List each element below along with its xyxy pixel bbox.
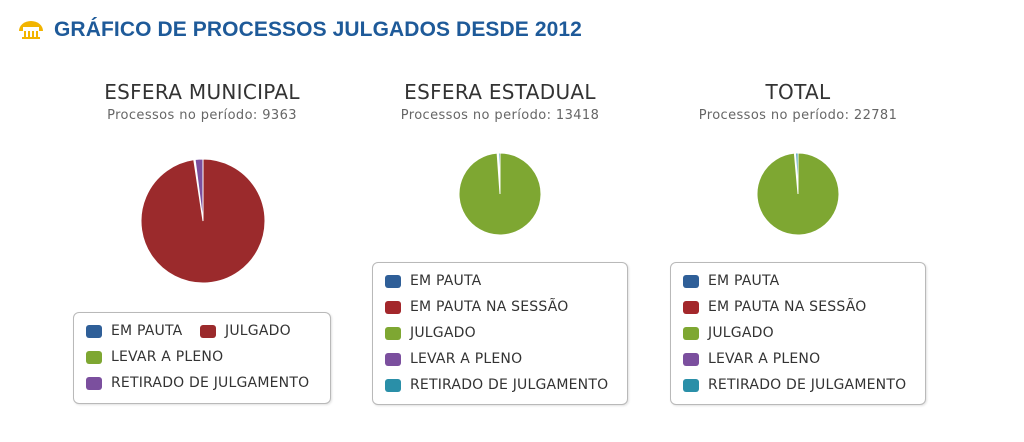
legend-swatch — [86, 324, 102, 338]
legend-item[interactable]: RETIRADO DE JULGAMENTO — [86, 374, 309, 392]
legend-item[interactable]: JULGADO — [200, 322, 291, 340]
legend-label: JULGADO — [410, 325, 476, 341]
legend-item[interactable]: EM PAUTA — [683, 272, 779, 290]
legend-swatch — [385, 326, 401, 340]
page-header: GRÁFICO DE PROCESSOS JULGADOS DESDE 2012 — [18, 12, 582, 48]
chart-title: ESFERA ESTADUAL — [404, 80, 596, 104]
chart-panel-total: TOTAL Processos no período: 22781 EM PAU… — [670, 80, 926, 410]
legend-swatch — [385, 352, 401, 366]
legend-swatch — [683, 352, 699, 366]
legend-label: LEVAR A PLENO — [410, 351, 523, 367]
chart-legend: EM PAUTA EM PAUTA NA SESSÃO JULGADO LEVA… — [670, 262, 926, 405]
pie-chart-estadual[interactable] — [458, 152, 542, 236]
legend-label: RETIRADO DE JULGAMENTO — [410, 377, 609, 393]
legend-swatch — [683, 300, 699, 314]
legend-swatch — [683, 378, 699, 392]
legend-swatch — [385, 274, 401, 288]
legend-label: JULGADO — [708, 325, 774, 341]
legend-item[interactable]: RETIRADO DE JULGAMENTO — [683, 376, 906, 394]
pie-slice-julgado[interactable] — [140, 158, 266, 284]
legend-item[interactable]: LEVAR A PLENO — [683, 350, 820, 368]
pie-slice-julgado[interactable] — [756, 152, 840, 236]
chart-title: TOTAL — [765, 80, 831, 104]
legend-item[interactable]: LEVAR A PLENO — [385, 350, 522, 368]
legend-label: EM PAUTA NA SESSÃO — [708, 299, 867, 315]
legend-swatch — [385, 378, 401, 392]
chart-panel-estadual: ESFERA ESTADUAL Processos no período: 13… — [372, 80, 628, 410]
pie-chart-municipal[interactable] — [140, 158, 266, 284]
chart-title: ESFERA MUNICIPAL — [104, 80, 300, 104]
legend-item[interactable]: EM PAUTA — [385, 272, 481, 290]
institution-logo-icon — [19, 21, 43, 41]
legend-item[interactable]: EM PAUTA NA SESSÃO — [683, 298, 866, 316]
legend-swatch — [200, 324, 216, 338]
legend-swatch — [385, 300, 401, 314]
legend-item[interactable]: EM PAUTA NA SESSÃO — [385, 298, 568, 316]
chart-subtitle: Processos no período: 9363 — [107, 108, 297, 123]
legend-swatch — [683, 326, 699, 340]
legend-item[interactable]: JULGADO — [385, 324, 476, 342]
legend-item[interactable]: LEVAR A PLENO — [86, 348, 223, 366]
legend-swatch — [86, 376, 102, 390]
legend-swatch — [683, 274, 699, 288]
legend-swatch — [86, 350, 102, 364]
pie-slice-julgado[interactable] — [458, 152, 542, 236]
pie-chart-total[interactable] — [756, 152, 840, 236]
legend-item[interactable]: RETIRADO DE JULGAMENTO — [385, 376, 608, 394]
legend-label: RETIRADO DE JULGAMENTO — [111, 375, 310, 391]
legend-label: JULGADO — [225, 323, 291, 339]
legend-label: EM PAUTA — [111, 323, 183, 339]
chart-panel-municipal: ESFERA MUNICIPAL Processos no período: 9… — [73, 80, 331, 410]
legend-label: LEVAR A PLENO — [111, 349, 224, 365]
chart-legend: EM PAUTA JULGADO LEVAR A PLENO RETIRADO … — [73, 312, 331, 404]
legend-label: EM PAUTA NA SESSÃO — [410, 299, 569, 315]
legend-item[interactable]: JULGADO — [683, 324, 774, 342]
legend-label: EM PAUTA — [708, 273, 780, 289]
legend-label: EM PAUTA — [410, 273, 482, 289]
legend-label: RETIRADO DE JULGAMENTO — [708, 377, 907, 393]
chart-subtitle: Processos no período: 13418 — [400, 108, 600, 123]
legend-label: LEVAR A PLENO — [708, 351, 821, 367]
chart-legend: EM PAUTA EM PAUTA NA SESSÃO JULGADO LEVA… — [372, 262, 628, 405]
page-title: GRÁFICO DE PROCESSOS JULGADOS DESDE 2012 — [54, 18, 582, 41]
chart-subtitle: Processos no período: 22781 — [698, 108, 898, 123]
legend-item[interactable]: EM PAUTA — [86, 322, 182, 340]
